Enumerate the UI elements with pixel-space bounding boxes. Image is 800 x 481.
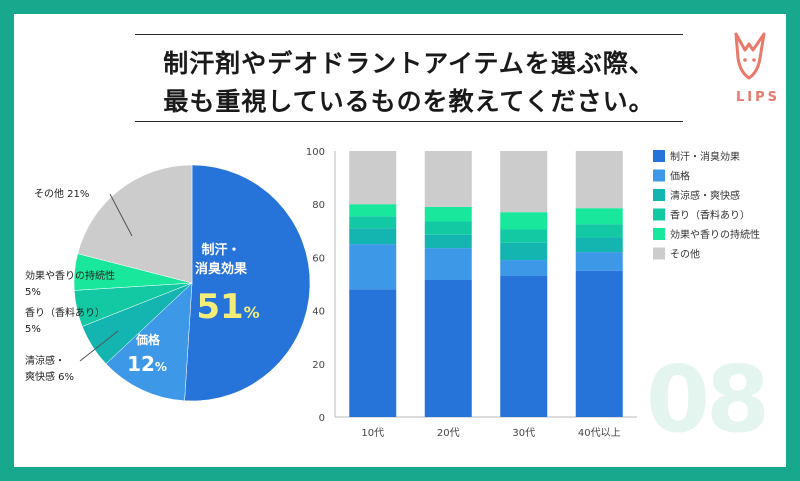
- legend-label: その他: [670, 248, 700, 261]
- bar-segment-2-4: [500, 212, 548, 230]
- bar-segment-2-2: [500, 242, 548, 261]
- other-leader-line: [109, 193, 133, 237]
- lips-logo-text: LIPS: [736, 90, 781, 105]
- legend-label: 制汗・消臭効果: [670, 150, 740, 163]
- bar-segment-1-4: [424, 206, 472, 222]
- pie-scent-label-line1: 香り（香料あり）: [25, 306, 105, 319]
- bar-segment-2-5: [500, 151, 548, 213]
- bar-segment-0-3: [349, 216, 397, 229]
- pie-slice-0: [184, 164, 311, 402]
- lips-logo-icon: [734, 32, 766, 80]
- pie-callouts: 制汗・ 消臭効果 51% 価格 12% その他 21% 効果や香りの持続性 5%…: [25, 187, 260, 383]
- bar-segment-1-3: [424, 221, 472, 235]
- pie-scent-label-line2: 5%: [25, 324, 41, 335]
- pie-price-value: 12: [127, 352, 155, 376]
- bar-segment-0-1: [349, 244, 397, 290]
- page-number-watermark: 08: [646, 346, 770, 453]
- legend-swatch: [653, 169, 665, 182]
- pie-main-percent: %: [244, 303, 260, 322]
- bar-segment-2-0: [500, 276, 548, 417]
- pie-main-label-line1: 制汗・: [201, 242, 240, 258]
- pie-cool-label-line1: 清涼感・: [25, 354, 65, 367]
- bar-segment-0-4: [349, 204, 397, 217]
- bar-segment-0-5: [349, 151, 397, 205]
- legend-label: 効果や香りの持続性: [670, 228, 760, 241]
- bar-segment-2-1: [500, 260, 548, 277]
- legend-label: 香り（香料あり）: [670, 209, 750, 222]
- legend-label: 清涼感・爽快感: [670, 189, 740, 202]
- bar-segment-3-4: [575, 208, 623, 225]
- cool-leader-line: [79, 330, 119, 362]
- chart-card: 制汗剤やデオドラントアイテムを選ぶ際、 最も重視しているものを教えてください。 …: [14, 14, 786, 467]
- bar-segment-3-0: [575, 270, 623, 417]
- pie-main-label-line2: 消臭効果: [195, 261, 247, 277]
- bar-segment-1-0: [424, 280, 472, 417]
- x-tick-label: 10代: [361, 427, 384, 439]
- title-line-1: 制汗剤やデオドラントアイテムを選ぶ際、: [163, 49, 655, 78]
- legend-swatch: [653, 150, 665, 162]
- pie-sustain-label-line1: 効果や香りの持続性: [25, 269, 115, 282]
- pie-slice-1: [105, 282, 193, 402]
- y-tick-label: 20: [312, 360, 325, 371]
- stacked-bar-chart: 0 20 40 60 80 100 10代 20代 30代 40代以上: [306, 147, 637, 439]
- bar-segment-2-3: [500, 229, 548, 243]
- bar-segment-3-1: [575, 252, 623, 271]
- pie-other-label: その他 21%: [34, 187, 89, 200]
- y-tick-label: 40: [312, 307, 325, 318]
- bar-segment-0-2: [349, 228, 397, 245]
- svg-text:12%: 12%: [127, 352, 167, 376]
- pie-cool-label-line2: 爽快感 6%: [25, 370, 74, 383]
- bar-segment-1-1: [424, 248, 472, 281]
- charts-svg: 制汗・ 消臭効果 51% 価格 12% その他 21% 効果や香りの持続性 5%…: [25, 147, 760, 439]
- bar-segment-3-5: [575, 151, 623, 209]
- bar-segment-3-3: [575, 224, 623, 238]
- legend-swatch: [653, 189, 665, 201]
- x-tick-label: 20代: [437, 427, 460, 439]
- y-tick-label: 100: [306, 147, 325, 158]
- title-rule-top: [135, 34, 683, 35]
- bar-segment-0-0: [349, 289, 397, 417]
- y-tick-label: 80: [312, 200, 325, 211]
- legend-swatch: [653, 208, 665, 221]
- pie-chart: [73, 164, 311, 402]
- bar-segment-1-2: [424, 234, 472, 249]
- pie-main-value: 51: [196, 287, 243, 327]
- title-line-2: 最も重視しているものを教えてください。: [163, 87, 655, 116]
- legend-swatch: [653, 228, 665, 240]
- pie-price-percent: %: [155, 360, 167, 374]
- legend-label: 価格: [670, 170, 690, 183]
- y-tick-label: 0: [319, 413, 325, 424]
- x-tick-label: 30代: [512, 427, 535, 439]
- svg-text:51%: 51%: [196, 287, 259, 327]
- pie-slice-5: [77, 164, 193, 284]
- y-tick-label: 60: [312, 253, 325, 264]
- x-tick-label: 40代以上: [578, 427, 621, 439]
- bar-segment-1-5: [424, 151, 472, 207]
- pie-price-label: 価格: [135, 332, 161, 347]
- legend-swatch: [653, 247, 665, 260]
- pie-sustain-label-line2: 5%: [25, 287, 41, 298]
- bar-segment-3-2: [575, 237, 623, 253]
- title-rule-bottom: [135, 121, 683, 122]
